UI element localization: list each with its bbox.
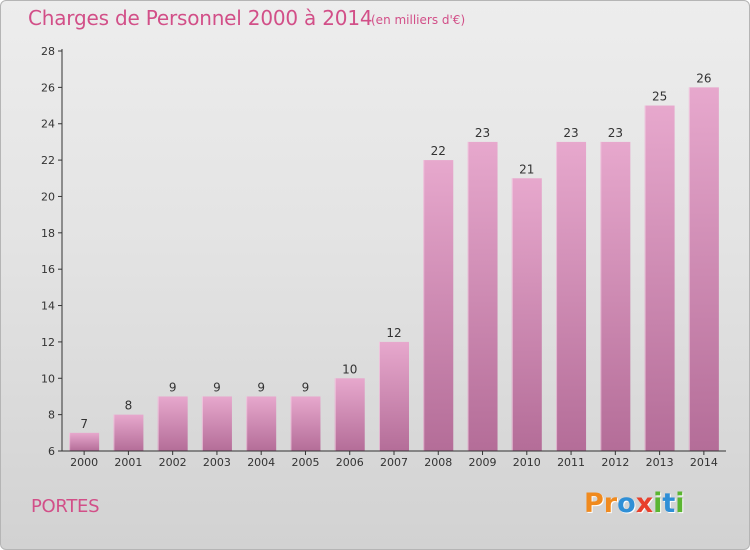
- logo-letter: t: [662, 488, 676, 519]
- x-tick-label: 2002: [159, 456, 187, 469]
- chart-title: Charges de Personnel 2000 à 2014: [28, 6, 373, 30]
- x-tick-label: 2000: [70, 456, 98, 469]
- y-tick-label: 6: [48, 445, 55, 458]
- x-tick-label: 2005: [291, 456, 319, 469]
- bar-highlight: [644, 105, 646, 451]
- x-tick-label: 2001: [114, 456, 142, 469]
- x-tick-label: 2003: [203, 456, 231, 469]
- bar: [423, 160, 454, 451]
- data-label: 8: [125, 399, 133, 413]
- bar-highlight: [334, 378, 336, 451]
- bar-highlight: [511, 178, 513, 452]
- data-label: 9: [169, 380, 177, 394]
- y-tick-label: 26: [41, 81, 55, 94]
- bar-highlight: [379, 341, 380, 451]
- bar: [290, 396, 321, 451]
- y-tick-label: 14: [41, 300, 55, 313]
- logo-letter: i: [653, 488, 663, 519]
- data-label: 23: [608, 126, 623, 140]
- bar: [467, 141, 498, 451]
- data-label: 25: [652, 90, 667, 104]
- x-tick-label: 2006: [336, 456, 364, 469]
- data-label: 9: [213, 380, 221, 394]
- bar-highlight: [600, 141, 602, 451]
- bar-highlight: [688, 87, 690, 451]
- logo-letter: P: [584, 488, 604, 519]
- y-tick-label: 24: [41, 118, 55, 131]
- data-label: 21: [519, 162, 534, 176]
- x-tick-label: 2012: [601, 456, 629, 469]
- chart-subtitle: (en milliers d'€): [371, 13, 466, 27]
- data-label: 23: [563, 126, 578, 140]
- y-tick-label: 10: [41, 372, 55, 385]
- place-name: PORTES: [31, 496, 100, 517]
- proxiti-logo[interactable]: Proxiti: [584, 488, 685, 519]
- bar: [334, 378, 365, 451]
- bars: 7 8 9 9 9 9 10 12 22 23 21 23 23 25 26: [69, 71, 719, 452]
- y-tick-label: 20: [41, 190, 55, 203]
- logo-letter: r: [603, 488, 618, 519]
- x-tick-label: 2008: [424, 456, 452, 469]
- data-label: 9: [257, 380, 265, 394]
- bar-highlight: [201, 396, 203, 451]
- x-tick-label: 2014: [690, 456, 718, 469]
- data-label: 22: [431, 144, 446, 158]
- bar: [157, 396, 188, 451]
- x-tick-label: 2007: [380, 456, 408, 469]
- bar: [379, 341, 409, 451]
- x-tick-label: 2010: [513, 456, 541, 469]
- bar-highlight: [556, 141, 558, 451]
- bar-highlight: [246, 396, 248, 451]
- y-tick-label: 28: [41, 45, 55, 58]
- bar-highlight: [113, 414, 115, 451]
- logo-letter: x: [635, 488, 654, 519]
- bar-highlight: [69, 432, 71, 451]
- bar: [511, 178, 542, 452]
- y-tick-label: 22: [41, 154, 55, 167]
- bar-highlight: [290, 396, 292, 451]
- bar-highlight: [467, 141, 469, 451]
- bar: [644, 105, 675, 451]
- data-label: 10: [342, 362, 357, 376]
- x-tick-label: 2011: [557, 456, 585, 469]
- bar: [69, 432, 100, 451]
- bar: [113, 414, 144, 451]
- bar: [600, 141, 631, 451]
- logo-letter: o: [617, 488, 636, 519]
- y-tick-label: 12: [41, 336, 55, 349]
- bar: [201, 396, 232, 451]
- data-label: 9: [302, 380, 310, 394]
- bar-highlight: [157, 396, 159, 451]
- data-label: 26: [696, 71, 711, 85]
- y-axis: 6 8 10 12 14 16 18 20 22 24 26 28: [41, 45, 63, 458]
- bar: [688, 87, 719, 451]
- bar-highlight: [423, 160, 425, 451]
- x-tick-label: 2013: [646, 456, 674, 469]
- bar: [246, 396, 277, 451]
- y-tick-label: 8: [48, 409, 55, 422]
- data-label: 12: [386, 326, 401, 340]
- x-tick-label: 2009: [469, 456, 497, 469]
- data-label: 7: [80, 417, 88, 431]
- bar: [556, 141, 587, 451]
- data-label: 23: [475, 126, 490, 140]
- x-tick-label: 2004: [247, 456, 275, 469]
- logo-letter: i: [675, 488, 685, 519]
- x-axis: 2000 2001 2002 2003 2004 2005 2006 2007 2008 2009…: [62, 450, 726, 469]
- y-tick-label: 18: [41, 227, 55, 240]
- y-tick-label: 16: [41, 263, 55, 276]
